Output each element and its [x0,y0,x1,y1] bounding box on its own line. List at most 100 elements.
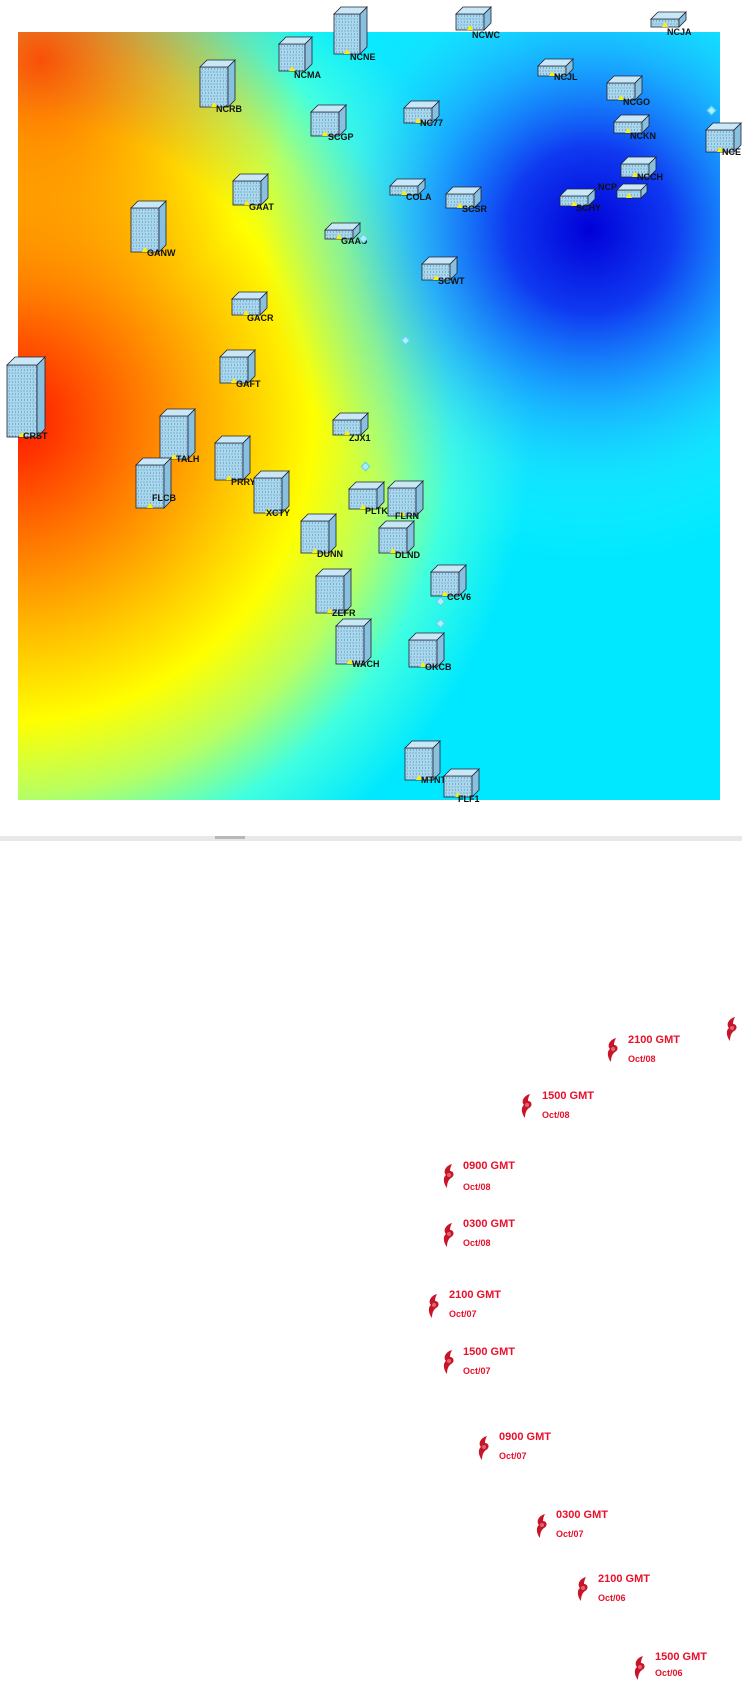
station-label: PRRY [231,477,256,487]
interpolated-field [18,32,720,800]
track-time-label: 0300 GMT [556,1509,608,1521]
hurricane-icon [632,1655,648,1681]
station-marker-icon [455,792,461,797]
station-label: WACH [352,659,380,669]
station-marker-icon [147,503,153,508]
station-box-icon [199,59,236,108]
station-marker-icon [549,71,555,76]
station-box-icon [278,36,313,72]
station-label: NCGO [623,97,650,107]
hurricane-icon [724,1016,740,1042]
station-marker-icon [336,234,342,239]
station-marker-icon [717,147,723,152]
hurricane-icon [426,1293,442,1319]
track-time-label: 2100 GMT [598,1573,650,1585]
station-label: FLF1 [458,794,480,804]
station-label: NCP [598,182,618,192]
station-box-icon [705,122,742,153]
track-date-label: Oct/06 [598,1593,626,1603]
station-label: NCWC [472,30,500,40]
hurricane-icon [476,1435,492,1461]
station-label: COLA [406,192,432,202]
station-marker-icon [231,378,237,383]
hurricane-icon [605,1037,621,1063]
station-marker-icon [347,659,353,664]
station-marker-icon [344,49,350,54]
track-date-label: Oct/08 [542,1110,570,1120]
station-marker-icon [571,201,577,206]
station-label: NCRB [216,104,242,114]
station-label: SCGP [328,132,354,142]
station-box-icon [214,435,251,481]
station-box-icon [135,457,172,509]
station-box-icon [616,183,648,199]
station-box-icon [310,104,347,137]
station-box-icon [332,412,369,436]
station-label: SCHY [576,203,602,213]
station-marker-icon [226,475,232,480]
station-box-icon [445,186,482,209]
track-time-label: 1500 GMT [655,1651,707,1663]
station-marker-icon [415,118,421,123]
station-label: DUNN [317,549,343,559]
station-marker-icon [390,548,396,553]
station-marker-icon [662,22,668,27]
station-label: NCCH [637,172,663,182]
station-label: NCKN [630,131,656,141]
station-marker-icon [360,504,366,509]
station-marker-icon [322,131,328,136]
station-marker-icon [625,128,631,133]
track-time-label: 2100 GMT [449,1289,501,1301]
hurricane-icon [534,1513,550,1539]
station-box-icon [613,114,650,134]
station-label: ZEFR [332,608,356,618]
track-time-label: 0300 GMT [463,1218,515,1230]
scroll-thumb[interactable] [215,836,245,839]
track-date-label: Oct/06 [655,1668,683,1678]
track-date-label: Oct/08 [463,1182,491,1192]
station-marker-icon [312,548,318,553]
station-marker-icon [401,190,407,195]
station-label: GANW [147,248,176,258]
station-box-icon [130,200,167,253]
station-box-icon [335,618,372,665]
station-box-icon [606,75,643,101]
track-time-label: 0900 GMT [463,1160,515,1172]
station-label: GAFT [236,379,261,389]
station-label: GAAU [341,236,368,246]
station-label: GAAT [249,202,274,212]
station-box-icon [404,740,441,781]
station-box-icon [620,156,657,178]
station-box-icon [253,470,290,514]
track-date-label: Oct/07 [449,1309,477,1319]
weather-map: NCNE NCWC NCJA NCMA NCJL NCRB NCGO NC77 SCGP NCKN… [6,6,742,1680]
station-marker-icon [327,608,333,613]
station-label: NCMA [294,70,321,80]
station-marker-icon [171,454,177,459]
track-date-label: Oct/07 [463,1366,491,1376]
hurricane-icon [519,1093,535,1119]
station-box-icon [231,291,268,316]
station-label: NCJL [554,72,578,82]
station-marker-icon [618,95,624,100]
track-time-label: 2100 GMT [628,1034,680,1046]
station-marker-icon [265,508,271,513]
track-time-label: 0900 GMT [499,1431,551,1443]
station-label: CCV6 [447,592,472,602]
station-label: TALH [176,454,200,464]
station-box-icon [333,6,368,55]
track-date-label: Oct/08 [628,1054,656,1064]
station-marker-icon [626,193,632,198]
station-label: GACR [247,313,274,323]
station-box-icon [403,100,440,124]
station-marker-icon [433,275,439,280]
station-marker-icon [420,662,426,667]
station-marker-icon [399,511,405,516]
station-marker-icon [467,25,473,30]
station-label: NCNE [350,52,376,62]
track-date-label: Oct/07 [556,1529,584,1539]
station-box-icon [348,481,385,510]
station-label: DLND [395,550,420,560]
station-label: OKCB [425,662,452,672]
station-marker-icon [442,591,448,596]
